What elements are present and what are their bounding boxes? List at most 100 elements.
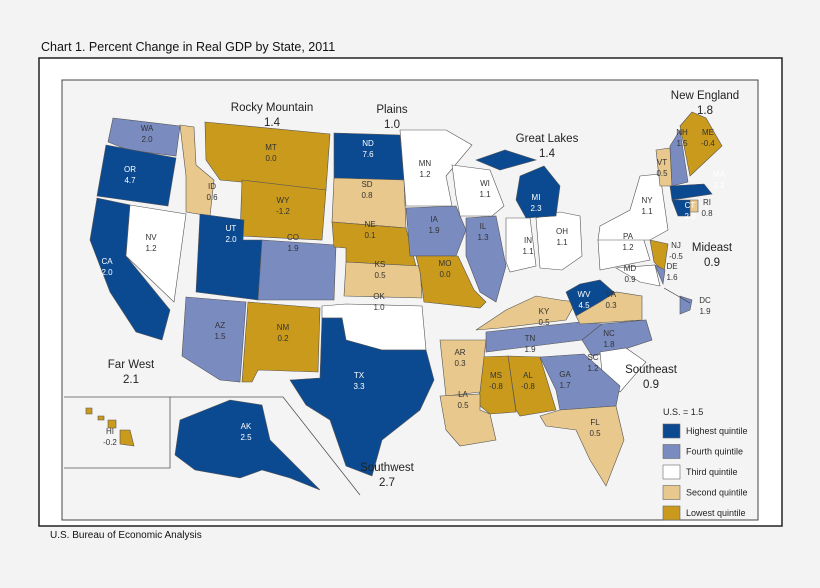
state-abbr-label: MA [713,170,726,179]
state-il [465,215,507,303]
state-value-label: -0.8 [489,382,503,391]
state-value-label: 0.8 [701,209,713,218]
legend-label: Fourth quintile [686,447,743,457]
state-ia [405,205,467,257]
state-abbr-label: KS [375,260,386,269]
state-value-label: 7.6 [362,150,374,159]
region-name: Rocky Mountain [231,102,313,114]
region-name: Southeast [625,364,678,376]
state-value-label: 0.1 [364,231,376,240]
state-value-label: 2.2 [713,181,725,190]
state-value-label: 1.9 [428,226,440,235]
state-abbr-label: WV [578,290,592,299]
state-value-label: 1.1 [522,247,534,256]
state-mi [515,165,561,219]
state-abbr-label: MD [624,264,637,273]
state-hi [97,415,105,421]
state-abbr-label: AL [523,371,533,380]
state-value-label: 1.2 [145,244,157,253]
state-value-label: 1.1 [556,238,568,247]
state-mi [475,149,538,171]
state-abbr-label: WY [277,196,291,205]
state-de [654,264,666,286]
state-value-label: -0.2 [103,438,117,447]
state-abbr-label: ND [362,139,374,148]
state-abbr-label: MS [490,371,502,380]
state-abbr-label: OH [556,227,568,236]
legend-label: Highest quintile [686,426,748,436]
state-ct [671,199,691,217]
state-abbr-label: WA [141,124,154,133]
state-value-label: 4.7 [124,176,136,185]
state-value-label: 0.5 [538,318,550,327]
legend-swatch-lowest [662,505,681,521]
state-nc [581,319,653,357]
state-abbr-label: OR [124,165,136,174]
state-tx [289,317,435,477]
chart-title: Chart 1. Percent Change in Real GDP by S… [41,40,336,54]
state-value-label: 0.0 [265,154,277,163]
state-value-label: 1.2 [419,170,431,179]
region-name: Southwest [360,462,415,474]
region-name: New England [671,90,739,102]
state-value-label: 1.7 [559,381,571,390]
legend-swatch-third [662,464,681,480]
state-co [257,239,337,301]
state-fl [539,405,625,487]
state-abbr-label: AK [241,422,252,431]
state-abbr-label: KY [539,307,550,316]
state-abbr-label: SC [587,353,598,362]
legend-label: Lowest quintile [686,508,746,518]
state-md [615,264,661,287]
state-value-label: 0.5 [589,429,601,438]
state-abbr-label: ID [208,182,216,191]
us-value-label: U.S. = 1.5 [663,407,703,417]
state-dc [679,295,693,315]
state-value-label: 2.0 [684,212,696,221]
state-abbr-label: CO [287,233,299,242]
state-abbr-label: MT [265,143,277,152]
state-abbr-label: ME [702,128,714,137]
state-ma [669,183,713,201]
state-value-label: 2.0 [225,235,237,244]
region-name: Plains [376,104,408,116]
state-abbr-label: WI [480,179,490,188]
state-abbr-label: MO [439,259,452,268]
state-abbr-label: NC [603,329,615,338]
state-abbr-label: OK [373,292,385,301]
state-abbr-label: NE [364,220,375,229]
state-value-label: 1.1 [479,190,491,199]
region-value: 0.9 [643,379,659,391]
state-abbr-label: RI [703,198,711,207]
state-value-label: 1.3 [477,233,489,242]
state-value-label: 0.6 [206,193,218,202]
state-nh [669,129,689,187]
region-value: 1.4 [264,117,281,129]
state-abbr-label: MI [532,193,541,202]
hawaii-inset-border [64,396,171,469]
state-value-label: 2.0 [141,135,153,144]
state-value-label: 1.9 [524,345,536,354]
state-value-label: 0.3 [605,301,617,310]
state-wy [239,179,327,241]
state-abbr-label: GA [559,370,571,379]
dc-pointer-line [663,287,691,304]
state-value-label: 2.5 [240,433,252,442]
region-value: 1.0 [384,119,400,131]
state-value-label: -0.5 [669,252,683,261]
state-abbr-label: AZ [215,321,225,330]
state-ri [689,199,699,213]
state-ar [439,339,487,397]
region-value: 1.4 [539,148,556,160]
state-mn [399,129,473,207]
state-abbr-label: IL [480,222,487,231]
state-abbr-label: TN [525,334,536,343]
legend-label: Second quintile [686,488,748,498]
region-value: 1.8 [697,105,713,117]
state-az [181,296,247,383]
legend-swatch-highest [662,423,681,439]
state-value-label: 0.5 [656,169,668,178]
state-hi [85,407,93,415]
state-mo [415,255,487,309]
state-value-label: 0.0 [439,270,451,279]
